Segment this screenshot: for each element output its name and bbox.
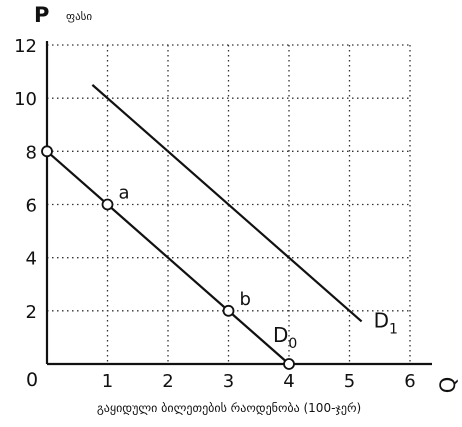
point-label-a: a (119, 183, 130, 204)
x-tick-label-5: 5 (344, 371, 355, 392)
x-tick-label-2: 2 (162, 371, 173, 392)
demand-curves (46, 84, 363, 365)
point-markers (41, 145, 295, 370)
y-tick-label-12: 12 (14, 36, 37, 57)
y-tick-label-8: 8 (26, 142, 37, 163)
y-tick-label-6: 6 (26, 196, 37, 217)
x-tick-label-4: 4 (283, 371, 294, 392)
x-axis-label: Q (436, 377, 460, 394)
point-marker-b (222, 304, 235, 317)
annotations: a b D0 D1 (119, 183, 398, 353)
y-axis-label: P (34, 3, 49, 27)
curve-label-D1: D1 (374, 308, 398, 337)
x-axis-caption: გაყიდული ბილეთების რაოდენობა (100-ჯერ) (97, 401, 361, 415)
curve-label-D0: D0 (273, 323, 297, 352)
y-tick-label-2: 2 (26, 302, 37, 323)
x-tick-label-6: 6 (404, 371, 415, 392)
curve-D1 (91, 84, 363, 323)
y-tick-label-4: 4 (26, 249, 37, 270)
point-marker-0 (41, 145, 53, 158)
point-marker-3 (283, 358, 295, 370)
curve-D0 (46, 150, 290, 365)
y-axis-note: ფასი (66, 10, 92, 23)
y-tick-label-10: 10 (14, 89, 37, 110)
x-tick-label-1: 1 (102, 371, 113, 392)
point-marker-a (101, 198, 114, 211)
axes (45, 41, 432, 366)
origin-label: 0 (26, 369, 38, 391)
x-tick-label-3: 3 (223, 371, 234, 392)
point-label-b: b (240, 289, 251, 310)
